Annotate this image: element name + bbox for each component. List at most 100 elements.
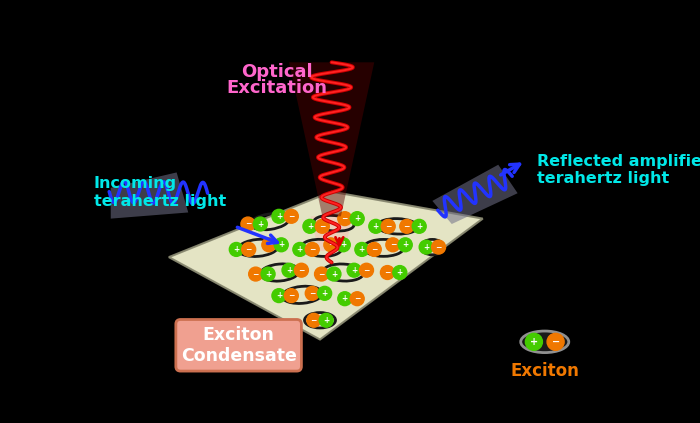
Text: −: − (354, 294, 360, 303)
Text: +: + (530, 337, 538, 347)
Text: +: + (257, 220, 263, 228)
Text: +: + (276, 291, 282, 300)
Text: +: + (278, 240, 284, 249)
Circle shape (526, 333, 543, 350)
Circle shape (303, 220, 317, 233)
Circle shape (386, 238, 400, 252)
Text: +: + (354, 214, 360, 223)
Circle shape (284, 209, 298, 223)
Polygon shape (289, 62, 374, 216)
Text: Optical: Optical (241, 63, 313, 81)
Circle shape (350, 212, 364, 225)
Text: −: − (309, 289, 316, 298)
Polygon shape (311, 216, 353, 251)
Text: −: − (245, 220, 251, 228)
Text: +: + (331, 269, 337, 279)
Circle shape (272, 288, 286, 302)
Text: Exciton
Condensate: Exciton Condensate (181, 326, 297, 365)
Text: +: + (423, 243, 429, 252)
Circle shape (336, 238, 350, 252)
Text: −: − (328, 240, 334, 249)
Circle shape (324, 238, 338, 252)
Text: −: − (390, 240, 396, 249)
Circle shape (295, 263, 309, 277)
Circle shape (350, 292, 364, 306)
Text: −: − (384, 268, 391, 277)
Circle shape (338, 292, 352, 306)
Text: Exciton: Exciton (510, 362, 579, 380)
Circle shape (315, 220, 329, 233)
Text: −: − (371, 245, 377, 254)
Circle shape (307, 313, 321, 327)
Circle shape (318, 286, 332, 300)
Text: −: − (435, 243, 442, 252)
Circle shape (368, 242, 382, 256)
Circle shape (327, 267, 341, 281)
Circle shape (347, 263, 361, 277)
Polygon shape (433, 165, 517, 224)
Circle shape (319, 313, 333, 327)
Circle shape (293, 242, 307, 256)
Ellipse shape (521, 331, 569, 353)
Text: −: − (298, 266, 304, 275)
Text: Excitation: Excitation (227, 79, 328, 97)
Circle shape (305, 242, 319, 256)
Text: −: − (385, 222, 391, 231)
Text: Reflected amplified
terahertz light: Reflected amplified terahertz light (537, 154, 700, 186)
Circle shape (241, 217, 255, 231)
Circle shape (230, 242, 244, 256)
Circle shape (305, 286, 319, 300)
Text: +: + (402, 240, 408, 249)
Text: −: − (246, 245, 252, 254)
Text: −: − (342, 214, 348, 223)
Text: +: + (342, 294, 348, 303)
Circle shape (274, 238, 288, 252)
Text: −: − (253, 269, 259, 279)
Circle shape (547, 333, 564, 350)
Text: −: − (404, 222, 410, 231)
Circle shape (432, 240, 446, 254)
Circle shape (262, 238, 276, 252)
Circle shape (314, 267, 328, 281)
Text: +: + (372, 222, 379, 231)
Circle shape (369, 220, 383, 233)
Text: +: + (416, 222, 422, 231)
Text: −: − (288, 291, 295, 300)
FancyBboxPatch shape (176, 319, 302, 371)
Circle shape (241, 242, 255, 256)
Text: −: − (319, 222, 326, 231)
Text: Incoming
terahertz light: Incoming terahertz light (94, 176, 226, 209)
Circle shape (282, 263, 296, 277)
Circle shape (355, 242, 369, 256)
Text: +: + (323, 316, 329, 325)
Text: −: − (288, 212, 295, 221)
Circle shape (381, 266, 394, 280)
Text: −: − (311, 316, 317, 325)
Circle shape (272, 209, 286, 223)
Text: −: − (552, 337, 560, 347)
Circle shape (419, 240, 433, 254)
Circle shape (248, 267, 262, 281)
Text: +: + (307, 222, 313, 231)
Circle shape (253, 217, 267, 231)
Text: +: + (297, 245, 303, 254)
Circle shape (412, 220, 426, 233)
Text: −: − (318, 269, 325, 279)
Text: +: + (397, 268, 403, 277)
Text: −: − (363, 266, 370, 275)
Text: +: + (340, 240, 346, 249)
Circle shape (400, 220, 414, 233)
Circle shape (338, 212, 352, 225)
Polygon shape (111, 173, 188, 219)
Text: +: + (351, 266, 357, 275)
Polygon shape (169, 192, 483, 340)
Circle shape (398, 238, 412, 252)
Text: −: − (266, 240, 272, 249)
Circle shape (393, 266, 407, 280)
Circle shape (382, 220, 395, 233)
Circle shape (261, 267, 275, 281)
Text: +: + (276, 212, 282, 221)
Text: −: − (309, 245, 316, 254)
Text: +: + (286, 266, 292, 275)
Text: +: + (233, 245, 239, 254)
